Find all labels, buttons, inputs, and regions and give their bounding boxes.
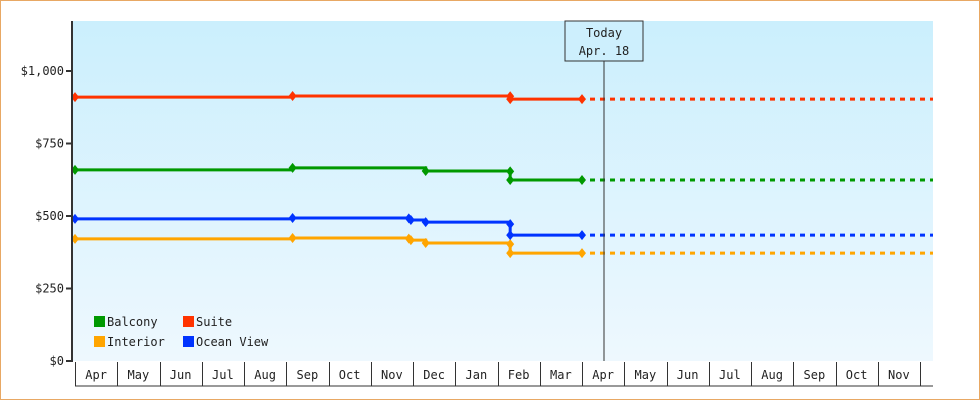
y-tick-label: $1,000 [21, 64, 64, 78]
series-balcony [71, 162, 933, 186]
legend-swatch [94, 316, 105, 327]
data-point-marker[interactable] [406, 235, 415, 246]
y-tick-label: $750 [35, 137, 64, 151]
data-point-marker[interactable] [421, 217, 430, 228]
x-month-label: Oct [339, 368, 361, 382]
data-point-marker[interactable] [578, 230, 586, 241]
data-point-marker[interactable] [288, 162, 297, 173]
data-point-marker[interactable] [506, 230, 515, 241]
x-month-label: Jul [719, 368, 741, 382]
x-month-label: May [635, 368, 657, 382]
x-month-label: May [128, 368, 150, 382]
data-point-marker[interactable] [578, 94, 586, 105]
x-month-label: Dec [423, 368, 445, 382]
legend-swatch [183, 336, 194, 347]
x-axis: Apr May Jun Jul Aug Sep Oct Nov Dec Jan Feb Mar Apr M… [75, 362, 933, 387]
x-month-label: Jun [170, 368, 192, 382]
x-month-label: Mar [550, 368, 572, 382]
x-month-label: Jan [466, 368, 488, 382]
legend-label: Suite [196, 315, 232, 329]
today-label-box [564, 20, 644, 62]
x-month-label: Aug [761, 368, 783, 382]
y-tick-label: $0 [50, 354, 64, 368]
data-point-marker[interactable] [421, 237, 430, 248]
data-point-marker[interactable] [421, 166, 430, 177]
legend-swatch [183, 316, 194, 327]
x-month-label: Jul [212, 368, 234, 382]
x-month-label: Sep [297, 368, 319, 382]
data-point-marker[interactable] [506, 239, 515, 250]
data-point-marker[interactable] [578, 175, 586, 186]
plot-area [73, 21, 933, 361]
data-point-marker[interactable] [506, 166, 515, 177]
today-marker: Today Apr. 18 [564, 20, 644, 361]
today-label-line2: Apr. 18 [579, 44, 630, 58]
x-month-label: Apr [592, 368, 614, 382]
data-point-marker[interactable] [506, 219, 515, 230]
legend-label: Balcony [107, 315, 158, 329]
legend-label: Interior [107, 335, 165, 349]
data-point-marker[interactable] [578, 248, 586, 259]
x-month-label: Oct [846, 368, 868, 382]
legend: Balcony Suite Interior Ocean View [94, 315, 269, 349]
data-point-marker[interactable] [506, 94, 515, 105]
x-month-label: Nov [888, 368, 910, 382]
x-month-label: Nov [381, 368, 403, 382]
x-month-label: Feb [508, 368, 530, 382]
x-month-label: Jun [677, 368, 699, 382]
data-point-marker[interactable] [506, 248, 515, 259]
legend-swatch [94, 336, 105, 347]
data-point-marker[interactable] [288, 90, 297, 101]
y-tick-label: $250 [35, 282, 64, 296]
x-month-label: Apr [85, 368, 107, 382]
data-point-marker[interactable] [406, 215, 415, 226]
legend-label: Ocean View [196, 335, 269, 349]
x-month-label: Aug [254, 368, 276, 382]
today-label-line1: Today [586, 26, 622, 40]
y-axis: $0 $250 $500 $750 $1,000 [21, 21, 73, 368]
data-point-marker[interactable] [288, 213, 297, 224]
series-ocean-view [71, 213, 933, 241]
data-point-marker[interactable] [288, 233, 297, 244]
y-tick-label: $500 [35, 209, 64, 223]
data-point-marker[interactable] [506, 175, 515, 186]
x-month-label: Sep [804, 368, 826, 382]
